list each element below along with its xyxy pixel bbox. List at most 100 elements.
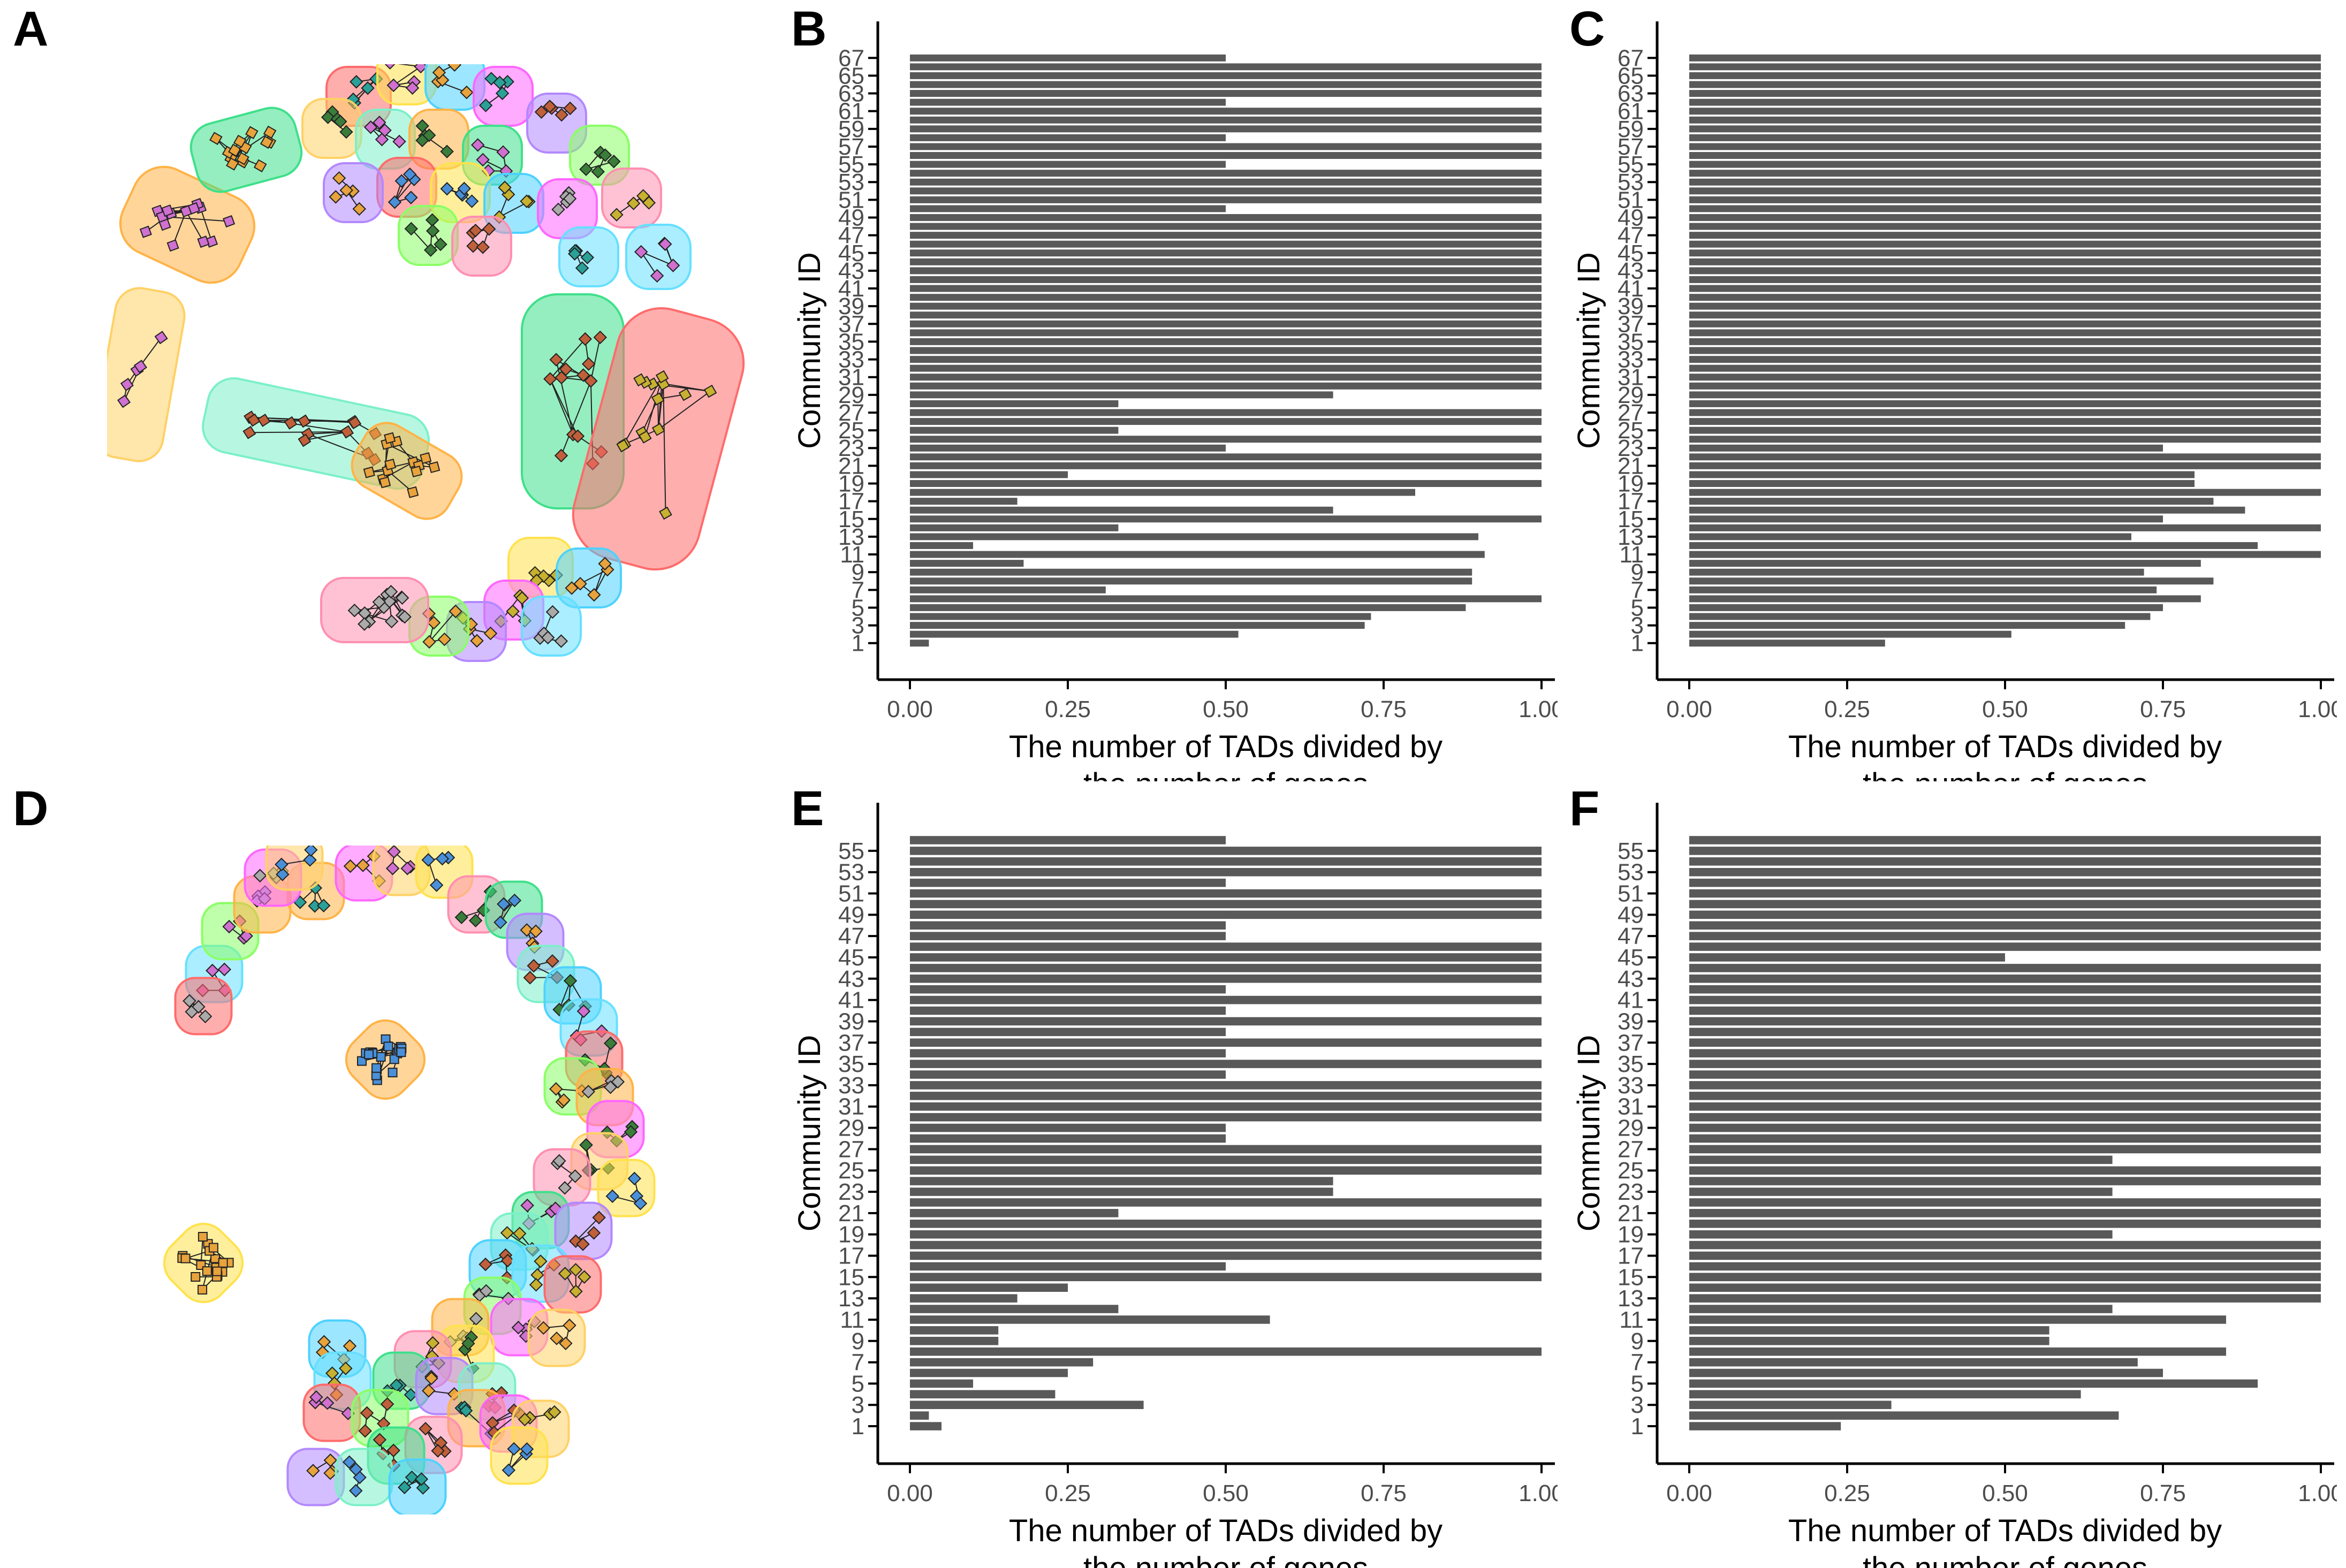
community-a-9-node — [636, 189, 650, 203]
chart-e-ytick-label: 11 — [840, 1307, 864, 1333]
chart-b-ytick-label: 21 — [838, 453, 864, 479]
chart-c-ytick-label: 9 — [1631, 559, 1644, 585]
community-a-34-node — [545, 605, 560, 619]
chart-e-bar-44 — [910, 964, 1542, 972]
chart-c-bar-10 — [1689, 560, 2201, 567]
chart-f-ytick-label: 3 — [1631, 1392, 1644, 1418]
chart-e-bar-15 — [910, 1273, 1542, 1282]
chart-f-bar-44 — [1689, 964, 2321, 972]
chart-b-bar-64 — [910, 81, 1542, 88]
community-d-18-node — [520, 1198, 534, 1213]
chart-e-xlabel-line-1: The number of TADs divided by — [1009, 1513, 1442, 1548]
community-d-40-node — [520, 1442, 534, 1456]
community-a-27-edge — [663, 384, 666, 513]
community-a-25-node — [420, 452, 432, 465]
community-d-40-node — [507, 1442, 521, 1456]
community-d-8-node — [545, 954, 559, 968]
chart-e-bar-6 — [910, 1368, 1068, 1377]
chart-c-ytick-label: 7 — [1631, 577, 1644, 603]
community-a-24-node — [298, 414, 311, 428]
community-d-46-node — [217, 962, 231, 977]
community-a-5-node — [447, 64, 461, 72]
community-d-45-node — [405, 1470, 419, 1485]
network-graph-d — [163, 846, 656, 1514]
chart-b-xtick-label: 0.75 — [1361, 696, 1407, 722]
chart-c-ytick-label: 59 — [1618, 116, 1644, 142]
community-a-25-hull — [351, 422, 463, 520]
community-a-34 — [521, 596, 582, 657]
community-a-15-edge — [394, 179, 415, 203]
community-d-16 — [597, 1159, 656, 1217]
chart-c-xlabel-line-2: the number of genes — [1863, 767, 2147, 781]
chart-c-bar-6 — [1689, 595, 2201, 603]
chart-e-bar-13 — [910, 1294, 1018, 1303]
chart-c-bar-11 — [1689, 551, 2321, 558]
chart-e-ytick-label: 45 — [838, 945, 864, 971]
chart-c-bar-1 — [1689, 640, 1885, 647]
chart-c-bar-56 — [1689, 152, 2321, 159]
community-a-10-node — [650, 269, 664, 283]
community-a-11 — [301, 98, 362, 159]
community-a-2-node — [245, 126, 259, 140]
chart-e-bar-3 — [910, 1400, 1144, 1409]
chart-f-bar-14 — [1689, 1283, 2321, 1292]
community-a-32-node — [449, 604, 462, 619]
chart-c-bar-58 — [1689, 134, 2321, 141]
chart-f-bar-32 — [1689, 1092, 2321, 1100]
community-d-22-node — [530, 1268, 544, 1282]
chart-b-bar-60 — [910, 116, 1542, 124]
community-a-17-node — [498, 180, 512, 195]
community-a-1-node — [223, 215, 236, 228]
chart-f-bar-3 — [1689, 1400, 1892, 1409]
community-d-large-2-node — [212, 1266, 222, 1276]
community-a-24-node — [298, 433, 312, 447]
chart-f-ytick-label: 37 — [1618, 1030, 1644, 1056]
community-d-19-edge — [575, 1217, 599, 1242]
chart-c-ytick-label: 33 — [1618, 347, 1644, 373]
chart-e-bar-10 — [910, 1326, 999, 1335]
chart-b-bar-20 — [910, 471, 1068, 478]
chart-f-bar-33 — [1689, 1081, 2321, 1090]
community-a-4-node — [383, 64, 397, 70]
chart-b-bar-8 — [910, 577, 1472, 585]
chart-b-bar-32 — [910, 364, 1542, 372]
community-d-47 — [174, 977, 233, 1036]
chart-b-ytick-label: 1 — [852, 630, 864, 657]
chart-b-bar-6 — [910, 595, 1542, 603]
community-d-large-2-node — [208, 1243, 218, 1253]
chart-f-bar-7 — [1689, 1358, 2138, 1367]
chart-c-bar-65 — [1689, 72, 2321, 79]
chart-b-bar-39 — [910, 302, 1542, 310]
chart-f-ytick-label: 15 — [1618, 1264, 1644, 1290]
community-a-25-node — [410, 465, 422, 478]
community-a-26-node — [543, 372, 557, 386]
community-d-2-node — [356, 858, 370, 872]
community-a-23-node — [133, 360, 147, 374]
chart-f-bar-18 — [1689, 1240, 2321, 1250]
chart-b-bar-1 — [910, 640, 929, 647]
community-d-35-node — [309, 1390, 323, 1404]
community-a-22 — [558, 226, 619, 287]
community-a-4 — [376, 64, 437, 105]
chart-e-bar-48 — [910, 921, 1226, 930]
community-a-10 — [625, 224, 692, 290]
chart-e-bar-37 — [910, 1038, 1542, 1047]
chart-f-ylabel: Community ID — [1571, 1035, 1606, 1231]
community-d-19 — [554, 1201, 613, 1260]
chart-c-ytick-label: 15 — [1618, 506, 1644, 532]
chart-b-xtick-label: 0.50 — [1203, 696, 1249, 722]
community-d-43-node — [323, 1453, 338, 1467]
chart-b-bar-12 — [910, 542, 973, 549]
chart-b-bar-29 — [910, 391, 1333, 399]
chart-e-bar-22 — [910, 1198, 1542, 1207]
community-a-2-node — [226, 157, 239, 171]
community-a-24-node — [247, 413, 261, 427]
chart-f-bar-20 — [1689, 1219, 2321, 1228]
chart-c-bar-18 — [1689, 489, 2321, 496]
community-d-22-node — [529, 1278, 543, 1292]
community-a-32-edge — [429, 611, 456, 643]
community-d-34-node — [325, 1366, 339, 1380]
community-a-4-node — [405, 81, 420, 95]
community-a-8 — [569, 125, 630, 186]
